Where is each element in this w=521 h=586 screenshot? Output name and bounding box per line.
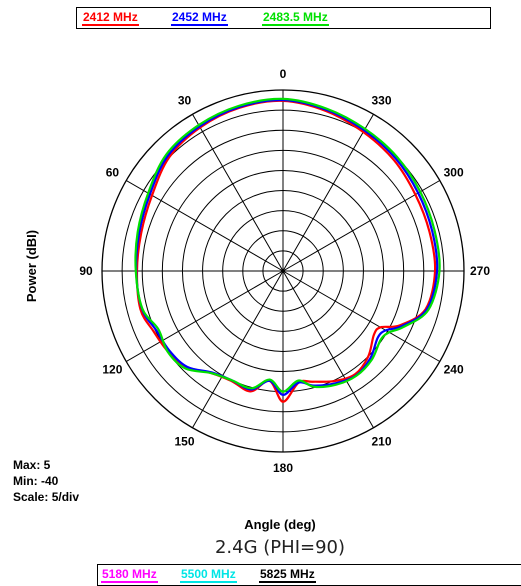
stat-min: Min: -40 bbox=[13, 474, 59, 488]
stat-scale: Scale: 5/div bbox=[13, 490, 80, 504]
angle-tick-180: 180 bbox=[273, 461, 293, 475]
legend-item-2412: 2412 MHz bbox=[82, 10, 139, 26]
grid-spoke bbox=[282, 113, 374, 272]
chart-caption: 2.4G (PHI=90) bbox=[214, 537, 346, 558]
grid-spoke bbox=[282, 180, 441, 272]
grid-spoke bbox=[282, 270, 374, 429]
angle-tick-90: 90 bbox=[79, 264, 93, 278]
series-lines bbox=[134, 97, 441, 403]
polar-grid bbox=[101, 89, 465, 453]
grid-spoke bbox=[192, 113, 284, 272]
angle-tick-240: 240 bbox=[444, 363, 464, 377]
angle-tick-210: 210 bbox=[371, 435, 391, 449]
series-line-2 bbox=[134, 97, 441, 393]
legend-item-2452: 2452 MHz bbox=[171, 10, 228, 26]
y-axis-label: Power (dBI) bbox=[24, 229, 39, 303]
angle-tick-150: 150 bbox=[174, 435, 194, 449]
angle-tick-30: 30 bbox=[178, 93, 192, 107]
legend-item-5180: 5180 MHz bbox=[101, 567, 158, 583]
legend-item-5500: 5500 MHz bbox=[180, 567, 237, 583]
angle-tick-60: 60 bbox=[106, 166, 120, 180]
angle-tick-120: 120 bbox=[102, 363, 122, 377]
legend-item-5825: 5825 MHz bbox=[259, 567, 316, 583]
grid-spoke bbox=[125, 270, 284, 362]
grid-spoke bbox=[282, 270, 441, 362]
legend-top: 2412 MHz 2452 MHz 2483.5 MHz bbox=[76, 7, 491, 29]
angle-tick-0: 0 bbox=[280, 67, 287, 81]
stat-max: Max: 5 bbox=[13, 458, 51, 472]
series-line-0 bbox=[135, 99, 437, 403]
angle-tick-270: 270 bbox=[470, 264, 490, 278]
x-axis-label: Angle (deg) bbox=[244, 517, 316, 532]
angle-tick-300: 300 bbox=[444, 166, 464, 180]
grid-spoke bbox=[192, 270, 284, 429]
legend-item-2483: 2483.5 MHz bbox=[262, 10, 329, 26]
series-line-1 bbox=[134, 98, 439, 396]
angle-tick-330: 330 bbox=[371, 93, 391, 107]
angle-tick-labels: 0 30 60 90 120 150 180 210 240 270 300 330 bbox=[79, 67, 490, 475]
